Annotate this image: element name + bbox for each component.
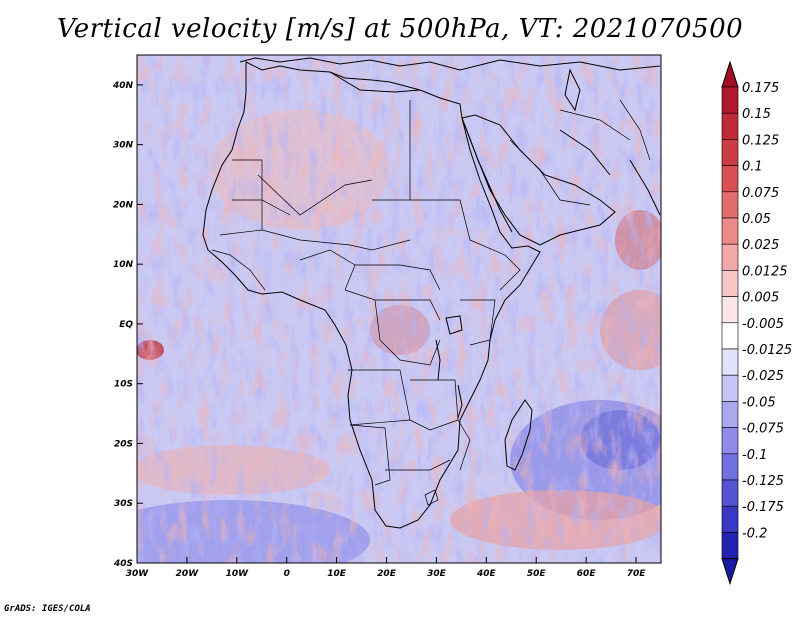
lat-tick-label: 10S (114, 380, 133, 390)
lake-victoria (445, 315, 463, 335)
lon-tick-label: 20E (377, 569, 397, 579)
border-namibia-bots (349, 424, 391, 486)
border-sahel (219, 229, 411, 251)
colorbar-label: 0.025 (742, 238, 779, 253)
border-sudan (410, 199, 471, 241)
colorbar-label: 0.005 (742, 291, 779, 306)
border-mozambique (457, 419, 471, 471)
colorbar-swatch (721, 453, 739, 481)
madagascar-outline (504, 399, 533, 471)
lon-tick-label: 50E (527, 569, 547, 579)
field-noise (137, 55, 661, 563)
red-sea (461, 117, 513, 233)
lat-tick-label: 20N (113, 200, 134, 210)
border-sahara-2 (232, 159, 263, 230)
colorbar-swatch (721, 139, 739, 166)
lat-tick-label: 40N (112, 81, 134, 91)
colorbar-label: 0.15 (742, 107, 771, 122)
lon-tick-label: 30W (126, 569, 150, 579)
colorbar-swatch (721, 532, 739, 559)
colorbar: 0.175 0.15 0.125 0.1 0.075 0.05 0.025 0.0125 0.0… (721, 60, 792, 586)
colorbar-swatch (721, 322, 739, 350)
colorbar-label: 0.1 (742, 160, 763, 175)
colorbar-label: -0.05 (742, 395, 776, 410)
colorbar-label: -0.175 (742, 500, 784, 515)
colorbar-swatch (721, 479, 739, 507)
colorbar-label: -0.025 (742, 369, 784, 384)
colorbar-swatch (721, 243, 739, 271)
colorbar-label: -0.125 (742, 474, 784, 489)
colorbar-label: -0.075 (742, 422, 784, 437)
colorbar-label: 0.075 (742, 186, 779, 201)
border-saudi (509, 139, 591, 206)
lon-tick-label: 40E (476, 569, 497, 579)
grads-credit: GrADS: IGES/COLA (4, 604, 91, 614)
colorbar-swatch (721, 374, 739, 402)
chart-title: Vertical velocity [m/s] at 500hPa, VT: 2… (56, 14, 744, 44)
lat-tick-label: 10N (113, 260, 134, 270)
caspian-sea (564, 68, 581, 112)
lat-tick-label: 20S (114, 439, 133, 449)
colorbar-swatch (721, 427, 739, 455)
colorbar-label: -0.0125 (742, 343, 792, 358)
border-car (355, 264, 441, 291)
lon-tick-label: 60E (577, 569, 597, 579)
colorbar-label: 0.0125 (742, 264, 788, 279)
colorbar-bottom-arrow (721, 558, 739, 586)
india-coastline (629, 159, 661, 216)
colorbar-swatch (721, 401, 739, 428)
border-kenya-tanz (460, 299, 496, 346)
lon-tick-label: 10E (327, 569, 347, 579)
lat-tick-label: 30N (113, 141, 134, 151)
border-lesotho (424, 489, 439, 506)
border-nigeria (299, 249, 356, 291)
colorbar-label: 0.125 (742, 133, 779, 148)
colorbar-swatch (721, 348, 739, 376)
colorbar-label: -0.005 (742, 317, 784, 332)
lon-tick-label: 70E (627, 569, 647, 579)
lat-tick-label: 40S (113, 559, 133, 569)
lon-tick-label: 0 (284, 569, 290, 579)
country-borders (211, 99, 651, 506)
colorbar-label: 0.175 (742, 81, 779, 96)
velocity-field (137, 55, 661, 563)
lon-tick-label: 10W (226, 569, 250, 579)
border-iran (559, 109, 631, 141)
border-southafrica (385, 459, 451, 471)
arabia-coastline (461, 114, 616, 246)
lat-tick-label: 30S (114, 499, 133, 509)
colorbar-label: -0.2 (742, 526, 767, 541)
border-mali (232, 199, 291, 216)
lake-malawi (457, 384, 463, 419)
border-angola (348, 369, 411, 426)
colorbar-swatch (721, 165, 739, 193)
border-sahara-1 (257, 174, 373, 216)
colorbar-swatch (721, 112, 739, 140)
colorbar-swatch (721, 296, 739, 324)
colorbar-swatch (721, 86, 739, 114)
colorbar-swatch (721, 270, 739, 297)
border-ethiopia (469, 239, 521, 291)
colorbar-top-arrow (721, 60, 739, 88)
border-drc (374, 299, 441, 366)
lon-tick-label: 30E (427, 569, 447, 579)
colorbar-label: -0.1 (742, 448, 767, 463)
plot-frame (136, 54, 662, 564)
lat-tick-label: EQ (119, 320, 133, 330)
colorbar-swatch (721, 217, 739, 245)
med-coast (329, 71, 421, 93)
colorbar-swatch (721, 505, 739, 533)
colorbar-label: 0.05 (742, 212, 771, 227)
lon-tick-label: 20W (176, 569, 200, 579)
europe-coastline (239, 57, 661, 71)
persian-gulf (559, 129, 611, 176)
border-congo (344, 289, 441, 321)
border-westafrica (211, 249, 266, 291)
border-pakistan (619, 99, 651, 161)
africa-coastline (202, 61, 541, 529)
coastlines (202, 57, 661, 529)
colorbar-swatch (721, 191, 739, 219)
